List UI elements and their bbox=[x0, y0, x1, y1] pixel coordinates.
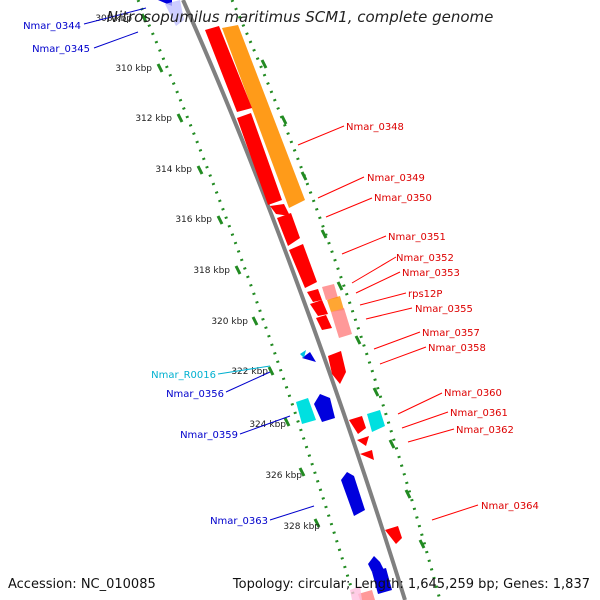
genome-backbone bbox=[181, 0, 407, 600]
gene-feature[interactable] bbox=[165, 0, 184, 26]
gene-feature[interactable] bbox=[372, 568, 392, 594]
gene-feature[interactable] bbox=[367, 410, 385, 432]
gene-feature[interactable] bbox=[314, 394, 335, 422]
gene-label[interactable]: Nmar_0350 bbox=[374, 193, 432, 204]
genome-summary-text: Topology: circular; Length: 1,645,259 bp… bbox=[232, 577, 590, 592]
gene-label[interactable]: Nmar_0352 bbox=[396, 253, 454, 264]
ruler-major-ticks bbox=[140, 13, 321, 528]
gene-feature[interactable] bbox=[368, 556, 384, 572]
ruler-label: 324 kbp bbox=[249, 420, 286, 430]
map-title: Nitrosopumilus maritimus SCM1, complete … bbox=[106, 8, 494, 26]
gene-feature[interactable] bbox=[307, 289, 322, 302]
gene-feature[interactable] bbox=[316, 315, 332, 330]
gene-label[interactable]: Nmar_0359 bbox=[180, 430, 238, 441]
outer-tick-ring bbox=[230, 0, 442, 600]
accession-text: Accession: NC_010085 bbox=[8, 577, 156, 592]
ruler-label: 314 kbp bbox=[155, 165, 192, 175]
ruler-label: 326 kbp bbox=[265, 471, 302, 481]
gene-label[interactable]: Nmar_0353 bbox=[402, 268, 460, 279]
gene-label[interactable]: Nmar_0345 bbox=[32, 44, 90, 55]
gene-feature[interactable] bbox=[302, 352, 316, 362]
gene-label[interactable]: Nmar_0348 bbox=[346, 122, 404, 133]
ruler-label: 308 kbp bbox=[95, 14, 132, 24]
gene-feature[interactable] bbox=[357, 436, 369, 446]
gene-label[interactable]: Nmar_0363 bbox=[210, 516, 268, 527]
gene-feature[interactable] bbox=[277, 213, 300, 246]
gene-label[interactable]: Nmar_0364 bbox=[481, 501, 539, 512]
outer-major-ticks bbox=[260, 59, 426, 549]
ruler-label: 320 kbp bbox=[211, 317, 248, 327]
ruler-label: 310 kbp bbox=[115, 64, 152, 74]
gene-label[interactable]: Nmar_0357 bbox=[422, 328, 480, 339]
gene-feature[interactable] bbox=[300, 350, 306, 358]
gene-label[interactable]: Nmar_0362 bbox=[456, 425, 514, 436]
gene-label[interactable]: Nmar_0344 bbox=[23, 21, 81, 32]
gene-feature[interactable] bbox=[289, 244, 317, 288]
gene-label[interactable]: Nmar_R0016 bbox=[151, 370, 216, 381]
gene-feature[interactable] bbox=[327, 296, 344, 312]
ruler-label: 316 kbp bbox=[175, 215, 212, 225]
gene-feature[interactable] bbox=[237, 113, 282, 205]
gene-label[interactable]: rps12P bbox=[408, 289, 442, 300]
gene-label[interactable]: Nmar_0349 bbox=[367, 173, 425, 184]
gene-feature[interactable] bbox=[322, 284, 338, 300]
gene-label[interactable]: Nmar_0361 bbox=[450, 408, 508, 419]
gene-feature[interactable] bbox=[296, 398, 316, 424]
gene-feature[interactable] bbox=[360, 450, 374, 460]
ruler-ring bbox=[136, 0, 357, 600]
ruler-label: 322 kbp bbox=[231, 367, 268, 377]
ruler-label: 312 kbp bbox=[135, 114, 172, 124]
gene-feature[interactable] bbox=[358, 590, 375, 600]
gene-feature[interactable] bbox=[341, 472, 365, 516]
gene-feature[interactable] bbox=[328, 351, 346, 384]
gene-label[interactable]: Nmar_0356 bbox=[166, 389, 224, 400]
gene-label[interactable]: Nmar_0360 bbox=[444, 388, 502, 399]
gene-feature[interactable] bbox=[331, 308, 352, 338]
gene-feature[interactable] bbox=[222, 25, 305, 208]
gene-label[interactable]: Nmar_0355 bbox=[415, 304, 473, 315]
gene-feature[interactable] bbox=[310, 300, 328, 316]
ruler-label: 328 kbp bbox=[283, 522, 320, 532]
gene-feature[interactable] bbox=[350, 586, 362, 600]
gene-label[interactable]: Nmar_0351 bbox=[388, 232, 446, 243]
gene-feature[interactable] bbox=[349, 416, 366, 434]
gene-label[interactable]: Nmar_0358 bbox=[428, 343, 486, 354]
gene-feature[interactable] bbox=[205, 26, 252, 112]
gene-feature[interactable] bbox=[270, 204, 290, 216]
gene-feature[interactable] bbox=[385, 526, 402, 544]
ruler-label: 318 kbp bbox=[193, 266, 230, 276]
